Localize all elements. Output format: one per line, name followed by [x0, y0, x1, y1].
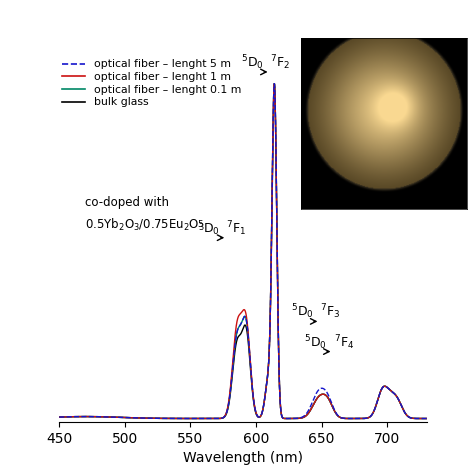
- Text: co-doped with: co-doped with: [85, 196, 169, 210]
- Text: $^5$D$_0$: $^5$D$_0$: [241, 53, 264, 72]
- Text: $^7$F$_4$: $^7$F$_4$: [334, 333, 354, 352]
- Text: 0.5Yb$_2$O$_3$/0.75Eu$_2$O$_3$: 0.5Yb$_2$O$_3$/0.75Eu$_2$O$_3$: [85, 217, 205, 233]
- Text: $\lambda_{exc}$ = 97: $\lambda_{exc}$ = 97: [315, 66, 377, 82]
- Text: $^5$D$_0$: $^5$D$_0$: [304, 333, 327, 352]
- Legend: optical fiber – lenght 5 m, optical fiber – lenght 1 m, optical fiber – lenght 0: optical fiber – lenght 5 m, optical fibe…: [57, 55, 246, 112]
- Text: $^5$D$_0$: $^5$D$_0$: [197, 219, 220, 237]
- Text: $^5$D$_0$: $^5$D$_0$: [291, 303, 313, 321]
- X-axis label: Wavelength (nm): Wavelength (nm): [183, 451, 303, 465]
- Text: $^7$F$_2$: $^7$F$_2$: [270, 53, 290, 72]
- Text: $^7$F$_1$: $^7$F$_1$: [226, 219, 246, 237]
- Text: $^7$F$_3$: $^7$F$_3$: [320, 303, 340, 321]
